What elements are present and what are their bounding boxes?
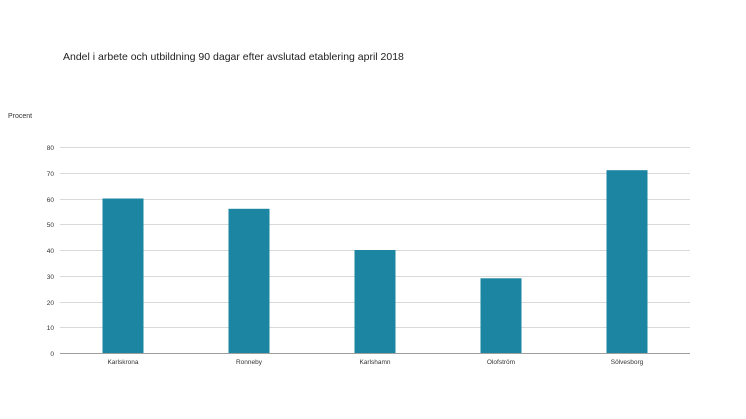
x-tick-label: Karlshamn xyxy=(359,359,390,366)
y-tick-label: 30 xyxy=(47,274,55,281)
y-tick-label: 70 xyxy=(47,171,55,178)
chart-title: Andel i arbete och utbildning 90 dagar e… xyxy=(63,51,404,63)
y-tick-label: 50 xyxy=(47,222,55,229)
y-axis-label: Procent xyxy=(8,113,32,120)
bar xyxy=(606,170,648,353)
x-tick-label: Sölvesborg xyxy=(611,359,644,366)
bar xyxy=(354,250,396,353)
x-tick-label: Karlskrona xyxy=(107,359,138,366)
bars xyxy=(102,170,648,353)
y-tick-label: 0 xyxy=(50,351,54,358)
y-tick-label: 80 xyxy=(47,145,55,152)
y-tick-label: 10 xyxy=(47,325,55,332)
x-tick-labels: Karlskrona Ronneby Karlshamn Olofström Sölve… xyxy=(107,359,643,366)
y-tick-label: 20 xyxy=(47,300,55,307)
y-tick-label: 60 xyxy=(47,197,55,204)
x-tick-label: Ronneby xyxy=(236,359,263,366)
bar xyxy=(228,208,270,353)
y-tick-labels: 0 10 20 30 40 50 60 70 80 xyxy=(47,145,55,358)
y-tick-label: 40 xyxy=(47,248,55,255)
x-tick-label: Olofström xyxy=(487,359,515,366)
bar xyxy=(102,198,144,353)
bar xyxy=(480,278,522,353)
